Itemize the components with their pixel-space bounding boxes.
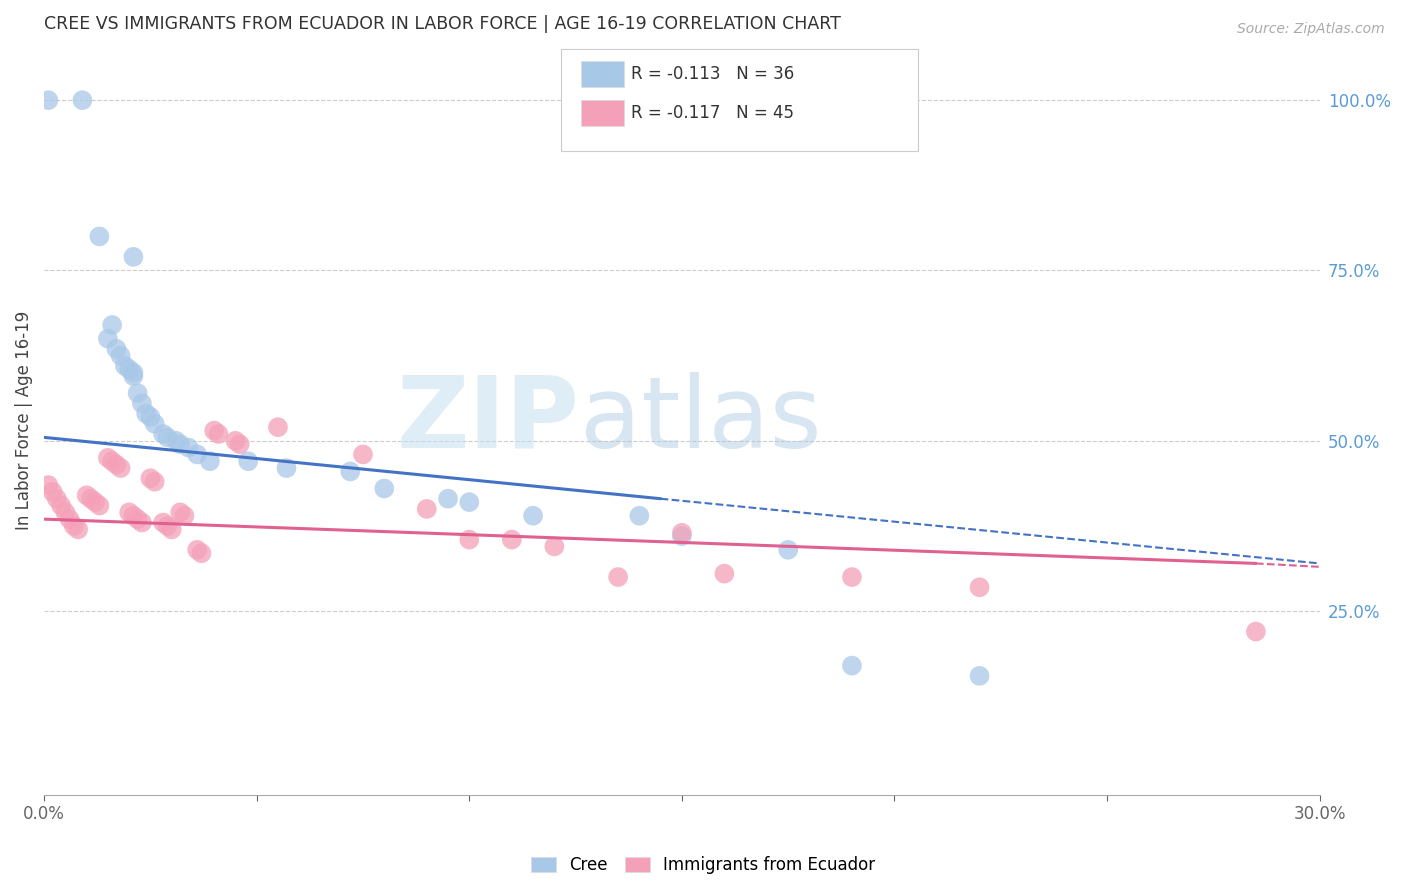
Point — [152, 427, 174, 442]
Point — [101, 454, 124, 468]
Point — [543, 540, 565, 554]
Text: atlas: atlas — [579, 372, 821, 469]
Point — [97, 450, 120, 465]
Point — [114, 359, 136, 373]
Legend: Cree, Immigrants from Ecuador: Cree, Immigrants from Ecuador — [526, 851, 880, 880]
Point — [118, 362, 141, 376]
Point — [1244, 624, 1267, 639]
Point — [352, 447, 374, 461]
Point — [105, 458, 128, 472]
Point — [841, 570, 863, 584]
Text: Source: ZipAtlas.com: Source: ZipAtlas.com — [1237, 22, 1385, 37]
Point — [89, 499, 111, 513]
Point — [84, 495, 107, 509]
Point — [169, 505, 191, 519]
Point — [373, 482, 395, 496]
Point — [101, 318, 124, 332]
FancyBboxPatch shape — [581, 62, 624, 87]
Point — [228, 437, 250, 451]
Point — [160, 522, 183, 536]
Point — [131, 516, 153, 530]
Point — [458, 533, 481, 547]
Point — [202, 424, 225, 438]
Point — [207, 427, 229, 442]
Point — [122, 366, 145, 380]
Point — [135, 407, 157, 421]
Y-axis label: In Labor Force | Age 16-19: In Labor Force | Age 16-19 — [15, 310, 32, 530]
Point — [628, 508, 651, 523]
Point — [37, 93, 59, 107]
Point — [501, 533, 523, 547]
Point — [152, 516, 174, 530]
Point — [67, 522, 90, 536]
Point — [131, 396, 153, 410]
Text: R = -0.117   N = 45: R = -0.117 N = 45 — [631, 104, 794, 122]
Point — [127, 386, 149, 401]
Point — [276, 461, 298, 475]
Point — [238, 454, 260, 468]
Point — [72, 93, 94, 107]
Point — [416, 502, 439, 516]
Point — [105, 342, 128, 356]
Point — [267, 420, 290, 434]
Point — [177, 441, 200, 455]
Point — [458, 495, 481, 509]
Point — [45, 491, 67, 506]
Point — [156, 519, 179, 533]
Point — [122, 508, 145, 523]
Point — [143, 475, 166, 489]
Point — [53, 505, 76, 519]
Point — [139, 409, 162, 424]
Point — [89, 229, 111, 244]
Point — [59, 512, 82, 526]
Point — [139, 471, 162, 485]
Point — [969, 580, 991, 594]
Text: R = -0.113   N = 36: R = -0.113 N = 36 — [631, 65, 794, 83]
Point — [76, 488, 98, 502]
Point — [122, 369, 145, 384]
Text: CREE VS IMMIGRANTS FROM ECUADOR IN LABOR FORCE | AGE 16-19 CORRELATION CHART: CREE VS IMMIGRANTS FROM ECUADOR IN LABOR… — [44, 15, 841, 33]
FancyBboxPatch shape — [581, 101, 624, 126]
Point — [190, 546, 212, 560]
Point — [37, 478, 59, 492]
Point — [437, 491, 460, 506]
Point — [969, 669, 991, 683]
Point — [80, 491, 103, 506]
Point — [165, 434, 187, 448]
Point — [778, 542, 800, 557]
Point — [97, 332, 120, 346]
Point — [169, 437, 191, 451]
Point — [186, 542, 208, 557]
Point — [522, 508, 544, 523]
Point — [49, 499, 72, 513]
Point — [186, 447, 208, 461]
Point — [122, 250, 145, 264]
Point — [127, 512, 149, 526]
Point — [841, 658, 863, 673]
Point — [607, 570, 630, 584]
Point — [224, 434, 246, 448]
Point — [41, 484, 63, 499]
Point — [713, 566, 735, 581]
Point — [173, 508, 195, 523]
Point — [671, 529, 693, 543]
Point — [671, 525, 693, 540]
Point — [143, 417, 166, 431]
Point — [198, 454, 221, 468]
Text: ZIP: ZIP — [396, 372, 579, 469]
Point — [110, 349, 132, 363]
Point — [156, 430, 179, 444]
Point — [110, 461, 132, 475]
Point — [339, 465, 361, 479]
Point — [118, 505, 141, 519]
FancyBboxPatch shape — [561, 49, 918, 151]
Point — [63, 519, 86, 533]
